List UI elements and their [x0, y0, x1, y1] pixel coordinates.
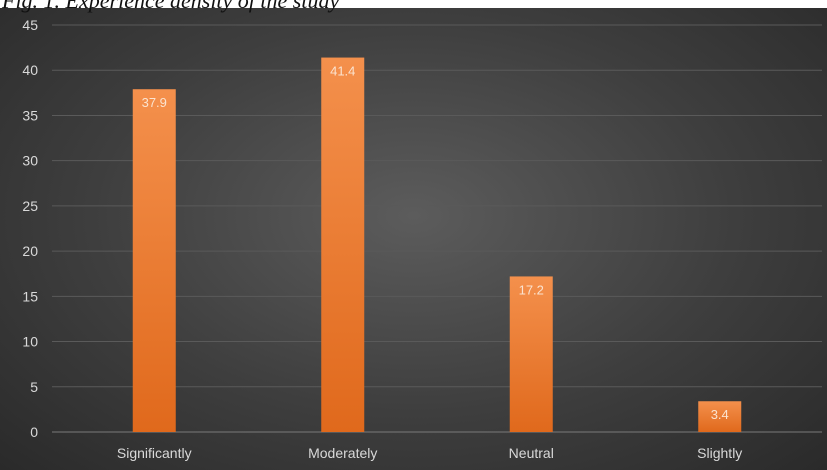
y-tick-label: 20 — [22, 243, 38, 259]
y-tick-label: 45 — [22, 17, 38, 33]
bar — [321, 57, 365, 433]
category-label: Slightly — [697, 445, 742, 461]
bar — [698, 401, 742, 432]
y-tick-label: 5 — [30, 379, 38, 395]
x-axis-categories: Significantly Moderately Neutral Slightly — [117, 445, 742, 461]
data-label: 17.2 — [519, 282, 544, 297]
figure-caption: Fig. 1. Experience density of the study — [2, 0, 340, 13]
data-label: 3.4 — [711, 407, 729, 422]
y-tick-label: 40 — [22, 62, 38, 78]
y-tick-label: 35 — [22, 107, 38, 123]
y-tick-label: 30 — [22, 153, 38, 169]
gridlines — [52, 24, 822, 433]
bar — [509, 276, 553, 432]
y-tick-label: 15 — [22, 288, 38, 304]
y-tick-label: 0 — [30, 424, 38, 440]
y-axis-ticks: 0 5 10 15 20 25 30 35 40 45 — [22, 17, 38, 440]
data-label: 41.4 — [330, 64, 355, 79]
data-label: 37.9 — [142, 95, 167, 110]
y-tick-label: 10 — [22, 334, 38, 350]
bars — [132, 57, 742, 433]
category-label: Significantly — [117, 445, 192, 461]
category-label: Moderately — [308, 445, 377, 461]
bar — [132, 89, 176, 433]
category-label: Neutral — [509, 445, 554, 461]
data-labels: 37.9 41.4 17.2 3.4 — [142, 64, 729, 423]
y-tick-label: 25 — [22, 198, 38, 214]
